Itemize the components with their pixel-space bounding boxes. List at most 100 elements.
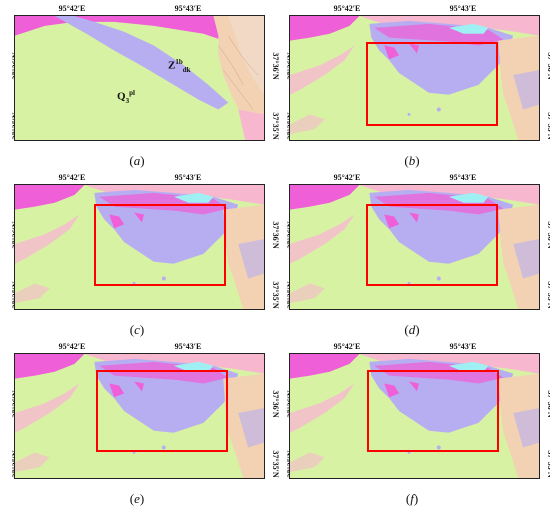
panel-label-e: (e) [129,491,145,506]
roi-box-e [96,370,228,452]
lithology-patch [173,192,214,203]
lat-label-top-right: 37°36′N [546,52,550,80]
lithology-patch [436,445,441,450]
lithology-patch [436,276,441,281]
lithology-patch [290,283,325,304]
lon-label-right: 95°43′E [174,4,202,13]
lithology-patch [448,361,489,372]
classified-map-b [289,15,540,141]
lithology-patch [290,16,360,41]
pink-unit [238,109,264,140]
lithology-patch [109,212,144,229]
panel-label-b: (b) [404,153,420,168]
lithology-patch [15,383,80,433]
lon-label-right: 95°43′E [174,173,202,182]
panel-e: 95°42′E 95°43′E 37°36′N 37°35′N 37°36′N … [0,338,280,507]
lithology-patch [15,354,85,379]
lat-label-bottom-right: 37°35′N [546,112,550,140]
lithology-patch [384,381,419,398]
classified-map-e [14,353,265,479]
classified-map-svg [15,354,264,478]
unit-z1b-main: Z [168,59,176,72]
unit-q3-sub: 3 [125,96,130,105]
lithology-patch [384,43,419,60]
panel-a-letter: a [133,153,141,168]
lithology-patch [513,70,539,110]
panel-f: 95°42′E 95°43′E 37°36′N 37°35′N 37°36′N … [275,338,550,507]
unit-z1b-sup: 1b [175,58,183,66]
lithology-patch [15,283,50,304]
unit-q3-sup: pl [129,89,135,97]
panel-a: 95°42′E 95°43′E 37°36′N 37°35′N 37°36′N … [0,0,280,169]
classified-map-svg [290,16,539,140]
roi-box-c [94,204,226,286]
lithology-patch [161,276,166,281]
lon-label-right: 95°43′E [449,342,477,351]
lithology-patch [84,185,264,205]
lithology-patch [513,408,539,448]
lithology-patch [384,212,419,229]
lithology-patch [15,452,50,473]
unit-label-q3: Q3pl [117,89,135,105]
lithology-patch [290,45,355,95]
geologic-map-a: Z1bdk Q3pl [14,15,265,141]
lat-label-bottom-right: 37°35′N [546,281,550,309]
panel-c: 95°42′E 95°43′E 37°36′N 37°35′N 37°36′N … [0,169,280,338]
lithology-patch [161,445,166,450]
lithology-patch [359,185,539,205]
lat-label-bottom-right: 37°35′N [546,450,550,478]
lithology-patch [84,354,264,374]
lithology-patch [173,361,214,372]
lithology-patch [238,408,264,448]
panel-b: 95°42′E 95°43′E 37°36′N 37°35′N 37°36′N … [275,0,550,169]
z1b-unit [15,16,229,110]
lithology-patch [290,185,360,210]
panel-label-d: (d) [404,322,420,337]
lon-label-right: 95°43′E [174,342,202,351]
lon-label-left: 95°42′E [58,173,86,182]
contour-lines [218,35,259,110]
lon-label-left: 95°42′E [333,173,361,182]
lithology-patch [290,383,355,433]
lithology-patch [290,114,325,135]
unit-q3-main: Q [117,90,126,103]
roi-box-b [366,42,498,126]
lithology-patch [109,381,144,398]
lithology-patch [15,214,80,264]
lithology-patch [448,192,489,203]
panel-f-letter: f [410,491,414,506]
lithology-patch [15,185,85,210]
lithology-patch [359,16,539,36]
roi-box-d [366,204,498,286]
panel-c-letter: c [134,322,140,337]
lithology-patch [407,112,411,116]
unit-label-z1b: Z1bdk [168,58,191,74]
lon-label-right: 95°43′E [449,4,477,13]
panel-label-c: (c) [129,322,145,337]
panel-b-letter: b [408,153,416,168]
lon-label-left: 95°42′E [333,342,361,351]
roi-box-f [367,370,499,452]
lithology-patch [359,354,539,374]
lithology-patch [290,452,325,473]
tan-unit-light [228,16,264,95]
lon-label-right: 95°43′E [449,173,477,182]
lon-label-left: 95°42′E [58,4,86,13]
lithology-patch [513,239,539,279]
lithology-patch [290,354,360,379]
lon-label-left: 95°42′E [333,4,361,13]
panel-d: 95°42′E 95°43′E 37°36′N 37°35′N 37°36′N … [275,169,550,338]
map-a-svg [15,16,264,140]
panel-d-letter: d [408,322,416,337]
lithology-patch [290,214,355,264]
lat-label-top-right: 37°36′N [546,390,550,418]
panel-label-a: (a) [129,153,145,168]
lon-label-left: 95°42′E [58,342,86,351]
lithology-patch [448,23,489,34]
panel-label-f: (f) [405,491,419,506]
lat-label-top-right: 37°36′N [546,221,550,249]
unit-z1b-sub: dk [182,65,191,74]
lithology-patch [436,107,441,112]
lithology-patch [238,239,264,279]
panel-e-letter: e [134,491,140,506]
